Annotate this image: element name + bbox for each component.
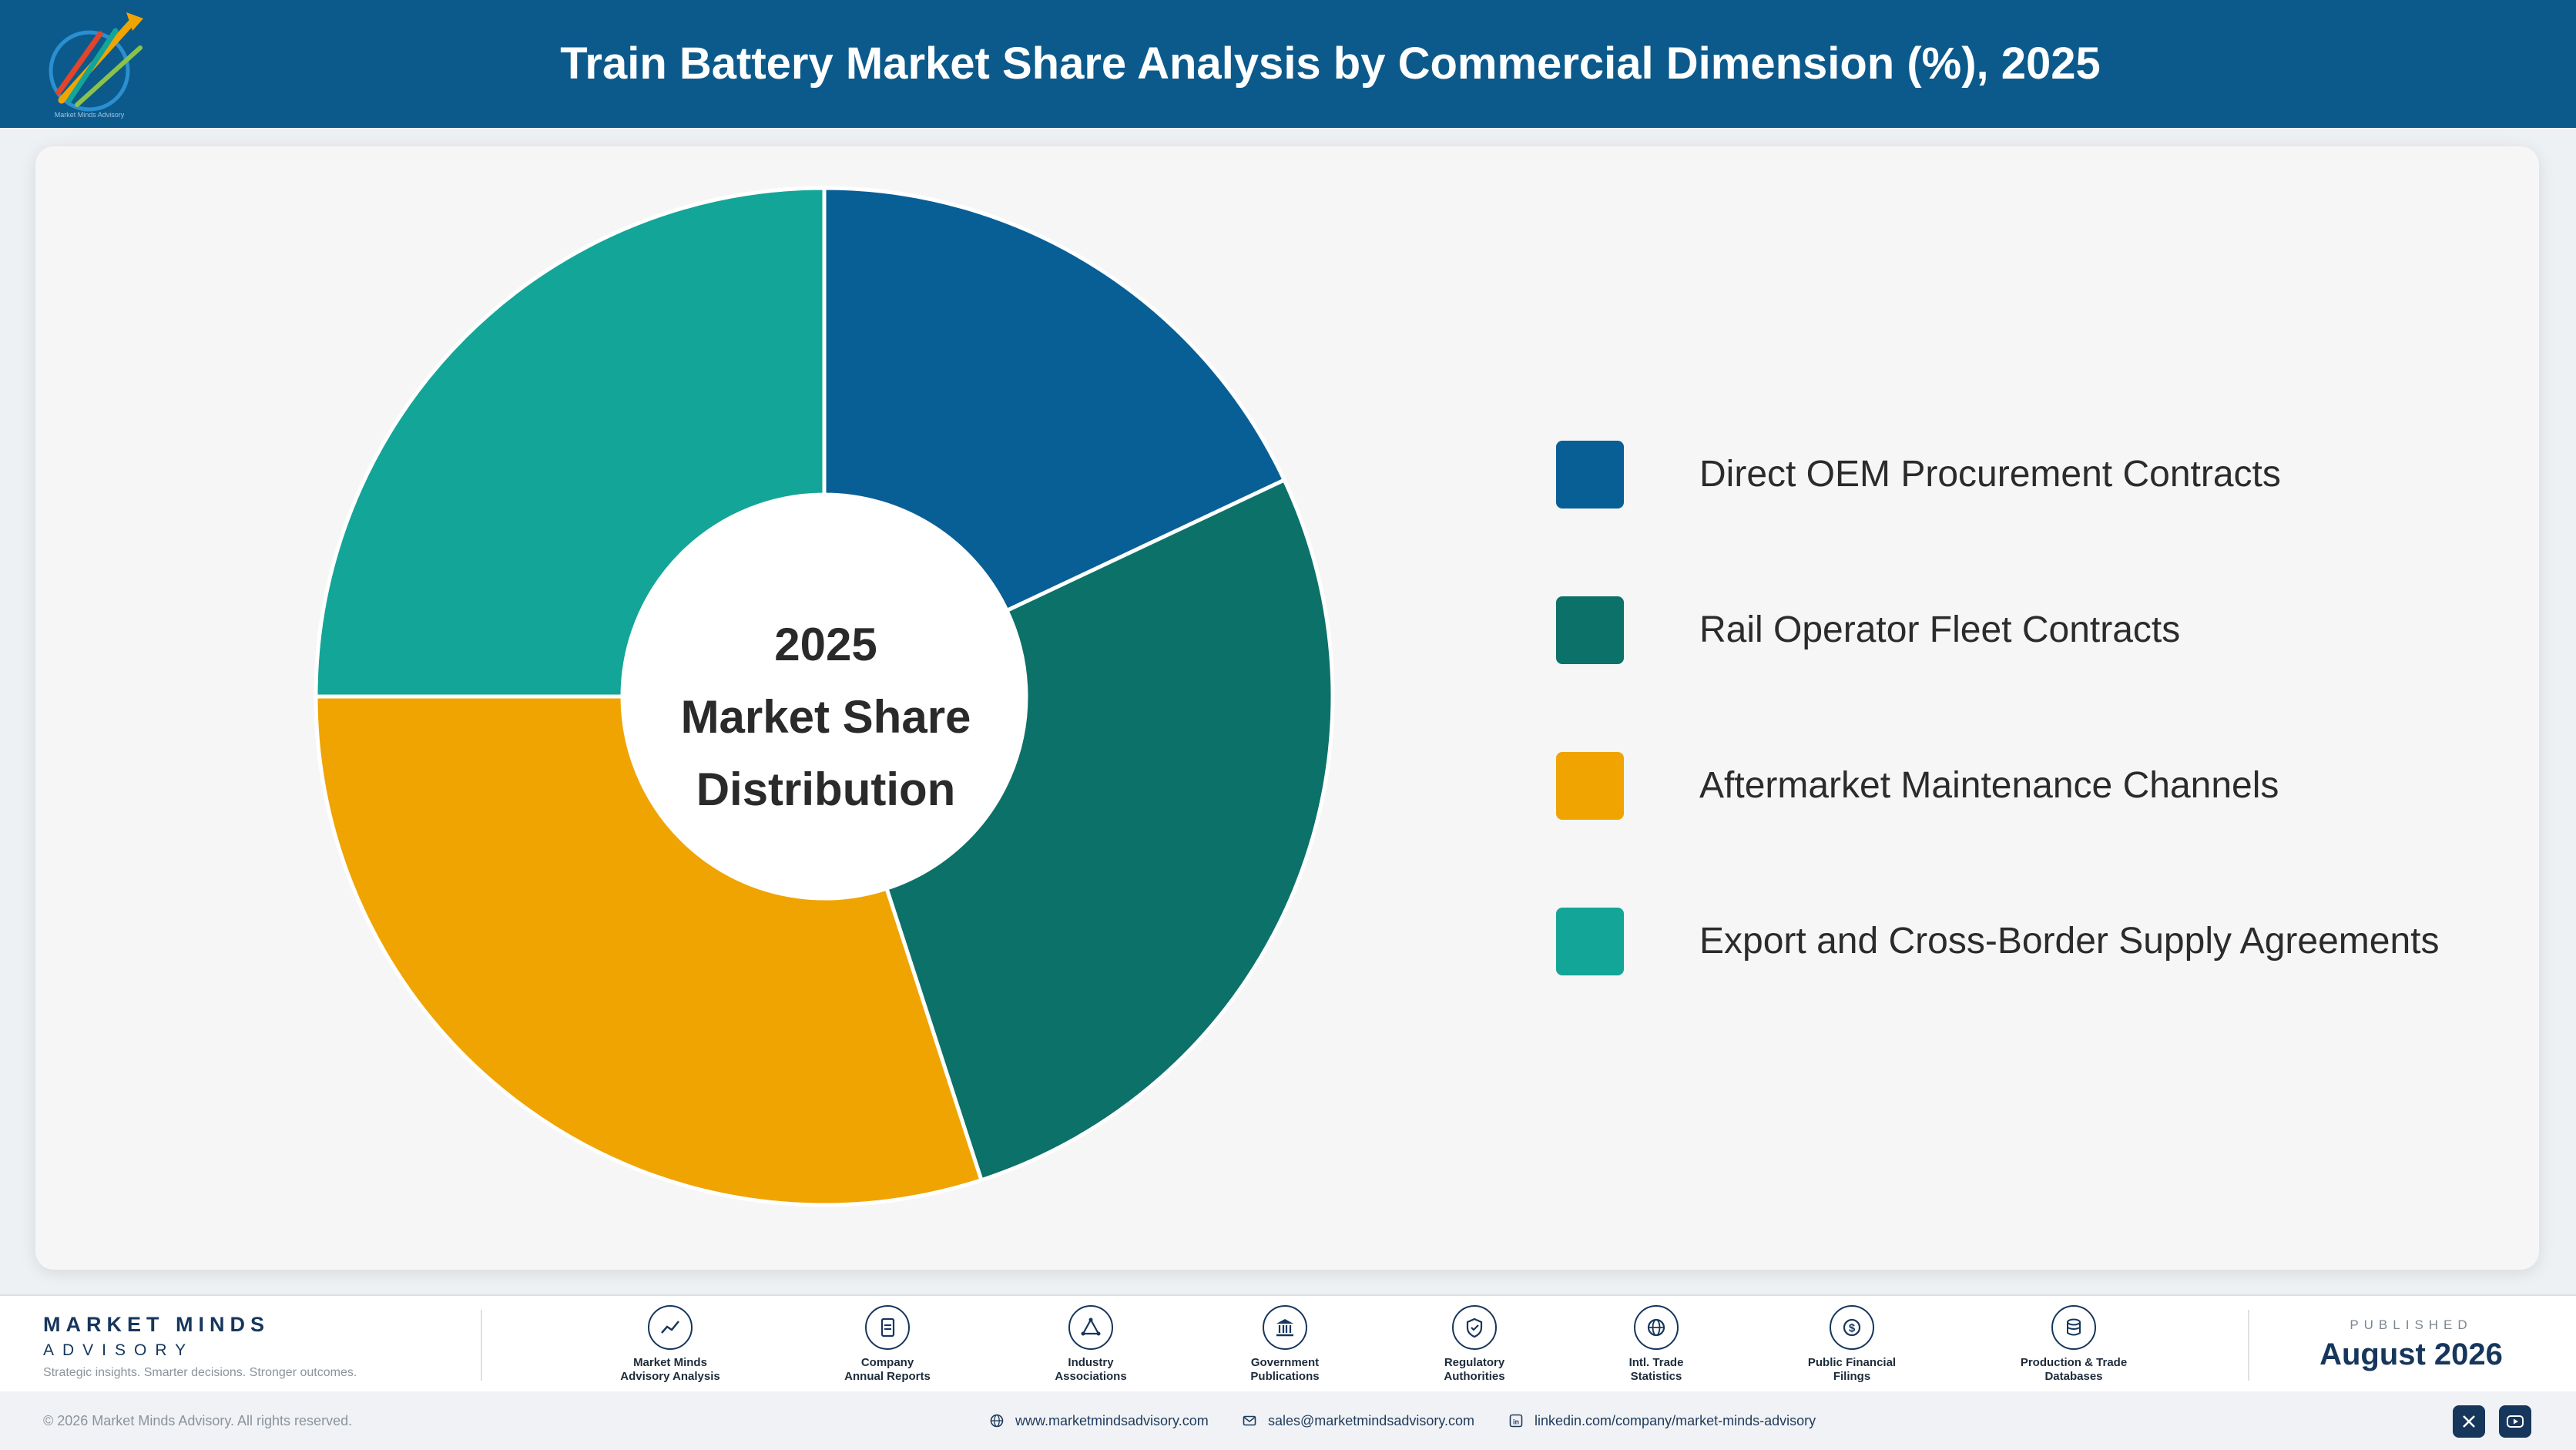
brand-tagline: Strategic insights. Smarter decisions. S…: [43, 1366, 357, 1379]
published-caption: PUBLISHED: [2350, 1317, 2473, 1332]
youtube-social-button[interactable]: [2499, 1405, 2531, 1438]
mail-icon: [1243, 1415, 1256, 1426]
copyright-text: © 2026 Market Minds Advisory. All rights…: [43, 1413, 353, 1428]
linkedin-icon: in: [1509, 1414, 1523, 1428]
x-icon: [2463, 1415, 2475, 1428]
center-label-year: 2025: [774, 619, 877, 670]
x-social-button[interactable]: [2453, 1405, 2485, 1438]
government-building-icon: [1263, 1305, 1307, 1350]
legend-swatch: [1556, 752, 1624, 820]
source-label: Company Annual Reports: [844, 1356, 931, 1383]
email-link[interactable]: sales@marketmindsadvisory.com: [1242, 1391, 1474, 1450]
brand-subtitle: ADVISORY: [43, 1341, 195, 1359]
source-market-minds-analysis: Market Minds Advisory Analysis: [578, 1305, 763, 1384]
published-date: August 2026: [2319, 1338, 2503, 1371]
legend-label: Direct OEM Procurement Contracts: [1699, 454, 2281, 495]
footer-divider: [481, 1310, 482, 1381]
source-label: Market Minds Advisory Analysis: [620, 1356, 720, 1383]
globe-icon: [1634, 1305, 1679, 1350]
source-label: Industry Associations: [1055, 1356, 1127, 1383]
database-icon: [2051, 1305, 2096, 1350]
footer: MARKET MINDS ADVISORY Strategic insights…: [0, 1294, 2576, 1391]
legend-swatch: [1556, 441, 1624, 509]
source-regulatory-authorities: Regulatory Authorities: [1382, 1305, 1567, 1384]
source-label: Government Publications: [1250, 1356, 1320, 1383]
svg-text:in: in: [1513, 1418, 1519, 1426]
legend-item-direct-oem: Direct OEM Procurement Contracts: [1556, 441, 2480, 509]
brand-name: MARKET MINDS: [43, 1313, 270, 1336]
source-industry-associations: Industry Associations: [998, 1305, 1183, 1384]
source-company-annual-reports: Company Annual Reports: [795, 1305, 980, 1384]
market-minds-logo-icon: Market Minds Advisory: [49, 12, 143, 119]
donut-chart: [314, 186, 1335, 1207]
email-text: sales@marketmindsadvisory.com: [1268, 1413, 1475, 1428]
legend-label: Rail Operator Fleet Contracts: [1699, 609, 2181, 650]
published-block: PUBLISHED August 2026: [2257, 1317, 2565, 1372]
legend-swatch: [1556, 596, 1624, 664]
source-label: Public Financial Filings: [1807, 1356, 1897, 1383]
globe-icon: [990, 1414, 1004, 1428]
center-label-line2: Market Share: [680, 691, 971, 743]
legend-item-rail-operator: Rail Operator Fleet Contracts: [1556, 596, 2480, 664]
legend-swatch: [1556, 908, 1624, 975]
source-label: Production & Trade Databases: [2020, 1356, 2128, 1383]
source-label: Intl. Trade Statistics: [1628, 1356, 1684, 1383]
chart-card: 2025 Market Share Distribution Direct OE…: [35, 146, 2539, 1270]
youtube-icon: [2507, 1415, 2524, 1428]
legend-item-export: Export and Cross-Border Supply Agreement…: [1556, 908, 2480, 975]
donut-hole: [622, 495, 1026, 898]
svg-text:Market Minds Advisory: Market Minds Advisory: [55, 111, 125, 119]
legend-label: Aftermarket Maintenance Channels: [1699, 765, 2279, 806]
trend-line-icon: [648, 1305, 693, 1350]
footer-brand: MARKET MINDS ADVISORY Strategic insights…: [43, 1313, 357, 1380]
center-label-line3: Distribution: [696, 764, 956, 815]
footer-divider: [2248, 1310, 2249, 1381]
dollar-coin-icon: $: [1830, 1305, 1874, 1350]
source-production-trade-databases: Production & Trade Databases: [1981, 1305, 2166, 1384]
network-icon: [1068, 1305, 1113, 1350]
source-government-publications: Government Publications: [1192, 1305, 1377, 1384]
website-link[interactable]: www.marketmindsadvisory.com: [989, 1391, 1209, 1450]
linkedin-text: linkedin.com/company/market-minds-adviso…: [1535, 1413, 1816, 1428]
svg-text:$: $: [1849, 1322, 1856, 1335]
source-label: Regulatory Authorities: [1444, 1356, 1505, 1383]
source-public-financial-filings: $ Public Financial Filings: [1759, 1305, 1944, 1384]
website-text: www.marketmindsadvisory.com: [1015, 1413, 1209, 1428]
footer-bottom-bar: © 2026 Market Minds Advisory. All rights…: [0, 1391, 2576, 1450]
linkedin-link[interactable]: in linkedin.com/company/market-minds-advi…: [1508, 1391, 1816, 1450]
shield-check-icon: [1452, 1305, 1497, 1350]
page-title: Train Battery Market Share Analysis by C…: [560, 39, 2101, 89]
header-bar: Market Minds Advisory Train Battery Mark…: [0, 0, 2576, 128]
legend-label: Export and Cross-Border Supply Agreement…: [1699, 921, 2440, 962]
legend-item-aftermarket: Aftermarket Maintenance Channels: [1556, 752, 2480, 820]
document-icon: [865, 1305, 910, 1350]
source-intl-trade-statistics: Intl. Trade Statistics: [1564, 1305, 1749, 1384]
donut-center-label: 2025 Market Share Distribution: [672, 609, 980, 826]
